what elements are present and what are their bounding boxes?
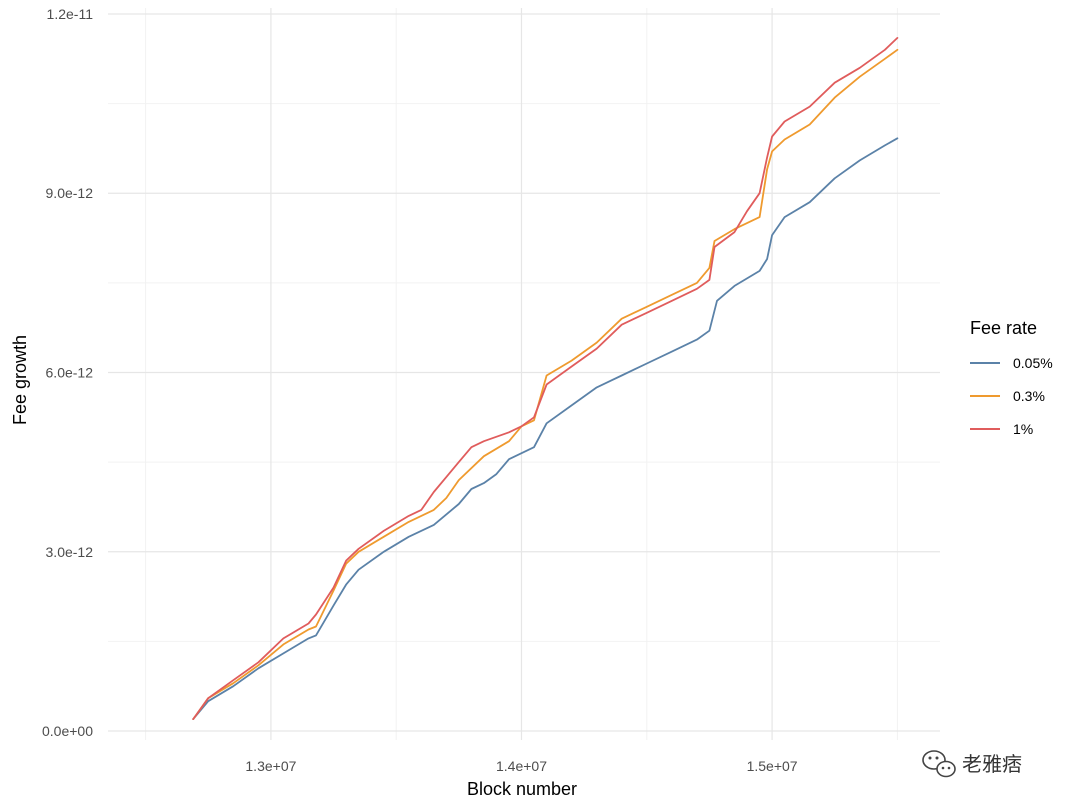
series-line-0.3% — [192, 48, 899, 720]
y-tick-labels: 0.0e+00 3.0e-12 6.0e-12 9.0e-12 1.2e-11 — [42, 6, 93, 739]
legend-label: 1% — [1013, 421, 1033, 437]
x-axis-title: Block number — [467, 779, 577, 799]
legend-label: 0.05% — [1013, 355, 1053, 371]
grid-minor — [108, 8, 940, 740]
y-tick-label: 1.2e-11 — [47, 6, 94, 22]
watermark: 老雅痞 — [922, 750, 1022, 778]
grid-major — [108, 8, 940, 740]
series-line-0.05% — [192, 137, 899, 720]
x-tick-label: 1.3e+07 — [245, 758, 296, 774]
wechat-icon — [922, 750, 956, 778]
x-tick-labels: 1.3e+07 1.4e+07 1.5e+07 — [245, 758, 797, 774]
y-tick-label: 0.0e+00 — [42, 723, 93, 739]
y-tick-label: 3.0e-12 — [46, 544, 94, 560]
legend-label: 0.3% — [1013, 388, 1045, 404]
x-tick-label: 1.5e+07 — [747, 758, 798, 774]
y-axis-title: Fee growth — [10, 335, 30, 425]
watermark-text: 老雅痞 — [962, 752, 1022, 776]
legend-items: 0.05% 0.3% 1% — [970, 355, 1053, 437]
legend-title: Fee rate — [970, 318, 1037, 338]
y-tick-label: 9.0e-12 — [46, 185, 94, 201]
series-line-1% — [192, 37, 899, 720]
series-layer — [192, 37, 899, 720]
y-tick-label: 6.0e-12 — [46, 365, 94, 381]
x-tick-label: 1.4e+07 — [496, 758, 547, 774]
legend: Fee rate 0.05% 0.3% 1% — [970, 318, 1053, 437]
